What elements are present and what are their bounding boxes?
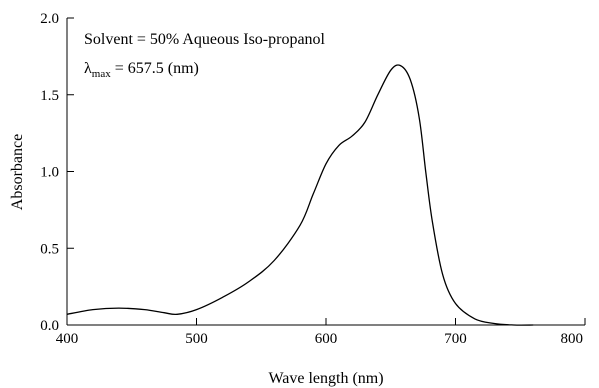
x-tick-label: 400 — [56, 331, 79, 347]
solvent-annotation: Solvent = 50% Aqueous Iso-propanol — [84, 31, 326, 48]
x-tick-label: 700 — [444, 331, 467, 347]
y-tick-label: 1.5 — [40, 88, 59, 104]
y-axis-title: Absorbance — [9, 134, 26, 210]
lambda-subscript: max — [92, 68, 111, 80]
x-tick-label: 800 — [561, 331, 584, 347]
x-tick-label: 600 — [315, 331, 338, 347]
y-axis-ticks: 0.0 0.5 1.0 1.5 2.0 — [40, 11, 74, 334]
x-axis-title: Wave length (nm) — [268, 370, 383, 387]
x-tick-label: 500 — [185, 331, 208, 347]
absorbance-curve — [66, 64, 534, 326]
y-tick-label: 0.0 — [40, 318, 59, 334]
lambda-symbol: λ — [84, 60, 92, 77]
x-axis-ticks: 400 500 600 700 800 — [56, 318, 586, 347]
y-tick-label: 1.0 — [40, 165, 59, 181]
y-tick-label: 0.5 — [40, 241, 59, 257]
lambda-value: = 657.5 (nm) — [111, 60, 199, 77]
lambda-max-annotation: λmax = 657.5 (nm) — [84, 60, 199, 80]
y-tick-label: 2.0 — [40, 11, 59, 27]
